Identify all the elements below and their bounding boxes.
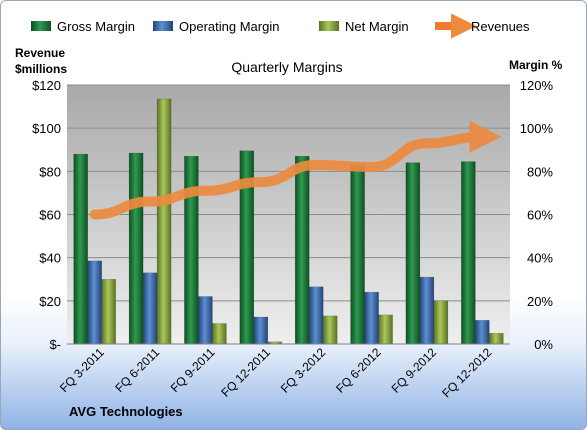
right-axis-label: Margin % [509, 58, 563, 72]
bar-net-margin [378, 314, 393, 345]
x-tick-label: FQ 12-2012 [439, 345, 494, 400]
legend-label: Operating Margin [179, 19, 279, 34]
x-tick-label: FQ 12-2011 [218, 345, 273, 400]
left-axis: $- $20 $40 $60 $80 $100 $120 [32, 78, 61, 352]
x-tick-label: FQ 3-2011 [57, 345, 107, 395]
revenue-line [89, 120, 502, 220]
chart-title: Quarterly Margins [231, 59, 342, 75]
bar-gross-margin [294, 155, 310, 345]
legend-swatch [153, 21, 173, 31]
left-tick-label: $- [49, 337, 61, 352]
right-tick-label: 20% [527, 294, 553, 309]
left-tick-label: $120 [32, 78, 61, 93]
legend: Gross Margin Operating Margin Net Margin Re… [31, 13, 530, 39]
bar-operating-margin [475, 320, 490, 345]
bar-operating-margin [198, 296, 213, 345]
bar-net-margin [322, 315, 338, 345]
left-tick-label: $100 [32, 121, 61, 136]
right-tick-label: 40% [527, 251, 553, 266]
left-tick-label: $20 [39, 294, 61, 309]
legend-label: Gross Margin [57, 19, 135, 34]
legend-item-operating-margin: Operating Margin [153, 19, 279, 34]
right-tick-label: 0% [534, 337, 553, 352]
bar-gross-margin [128, 152, 144, 345]
bar-gross-margin [350, 164, 365, 345]
x-axis: FQ 3-2011 FQ 6-2011 FQ 9-2011 FQ 12-2011 FQ … [57, 343, 510, 400]
bar-net-margin [212, 323, 227, 345]
bar-net-margin [156, 98, 172, 345]
bar-operating-margin [419, 276, 435, 345]
legend-label: Net Margin [345, 19, 409, 34]
bar-gross-margin [461, 161, 476, 345]
x-tick-label: FQ 3-2012 [278, 345, 329, 396]
left-tick-label: $40 [39, 251, 61, 266]
right-tick-label: 60% [527, 208, 553, 223]
legend-swatch [31, 21, 51, 31]
bar-net-margin [101, 279, 116, 345]
revenue-line-path [89, 120, 502, 220]
bar-operating-margin [253, 316, 269, 345]
legend-label: Revenues [471, 19, 530, 34]
right-tick-label: 80% [527, 164, 553, 179]
x-tick-label: FQ 9-2012 [389, 345, 440, 396]
legend-item-revenues: Revenues [435, 13, 530, 39]
right-tick-label: 100% [520, 121, 554, 136]
bar-operating-margin [308, 286, 324, 345]
bar-gross-margin [184, 155, 199, 345]
x-tick-label: FQ 9-2011 [168, 345, 218, 395]
left-axis-label-line1: Revenue [15, 46, 65, 60]
right-tick-label: 120% [520, 78, 554, 93]
bar-operating-margin [364, 291, 379, 345]
bar-gross-margin [73, 153, 88, 345]
left-tick-label: $80 [39, 164, 61, 179]
bar-operating-margin [87, 260, 102, 345]
right-axis: 0% 20% 40% 60% 80% 100% 120% [520, 78, 554, 352]
bar-net-margin [433, 300, 449, 345]
legend-item-gross-margin: Gross Margin [31, 19, 135, 34]
footer-company: AVG Technologies [69, 404, 183, 419]
legend-swatch [319, 21, 339, 31]
x-tick-label: FQ 6-2011 [112, 345, 162, 395]
bar-gross-margin [405, 162, 421, 345]
left-tick-label: $60 [39, 208, 61, 223]
legend-item-net-margin: Net Margin [319, 19, 409, 34]
bar-operating-margin [142, 272, 158, 345]
x-tick-label: FQ 6-2012 [333, 345, 384, 396]
left-axis-label-line2: $millions [15, 62, 67, 76]
bar-net-margin [489, 332, 504, 345]
